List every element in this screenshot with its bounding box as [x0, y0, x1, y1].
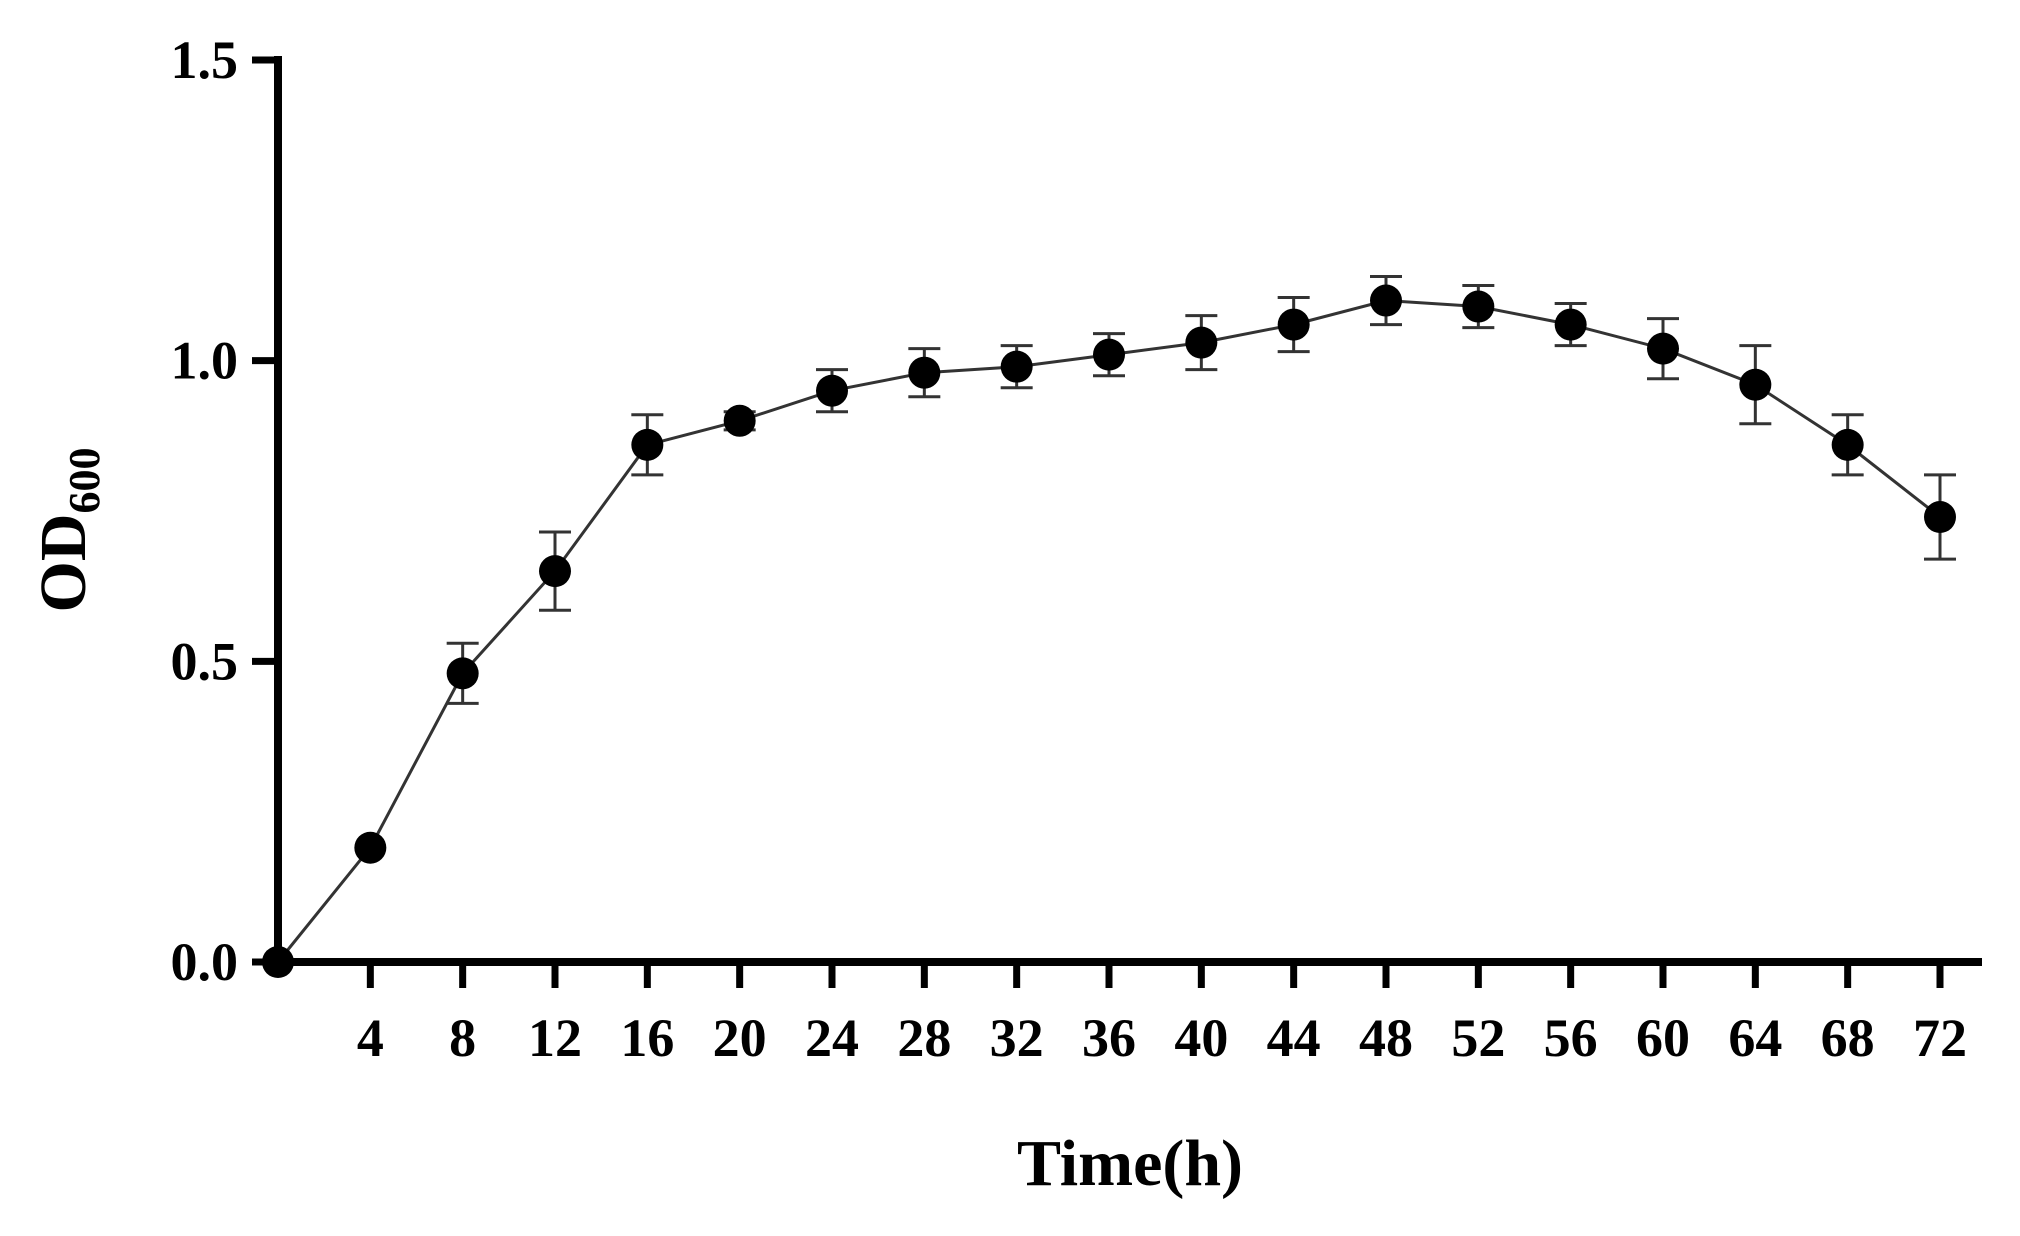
x-tick-label: 24: [805, 1008, 859, 1068]
data-point: [1831, 428, 1864, 461]
data-point: [354, 831, 387, 864]
y-axis-title: OD600: [27, 448, 109, 613]
x-tick-label: 40: [1174, 1008, 1228, 1068]
data-point: [1370, 284, 1402, 317]
axes: [274, 56, 1982, 966]
data-point: [723, 404, 756, 437]
x-tick-label: 8: [449, 1008, 476, 1068]
x-tick-label: 16: [620, 1008, 674, 1068]
data-point: [262, 946, 294, 978]
x-tick-label: 4: [357, 1008, 384, 1068]
x-ticks: 4 8 12 16 20 24 28 32 36 40 44 48 52 56 60 64 68 72: [357, 962, 1967, 1068]
data-points: [262, 284, 1956, 978]
x-tick-label: 28: [897, 1008, 951, 1068]
x-tick-label: 36: [1082, 1008, 1136, 1068]
y-tick-label: 0.5: [171, 631, 239, 691]
x-tick-label: 48: [1359, 1008, 1413, 1068]
y-tick-label: 1.0: [171, 331, 239, 391]
x-axis-title: Time(h): [1017, 1127, 1243, 1200]
x-tick-label: 20: [713, 1008, 767, 1068]
data-point: [1647, 332, 1679, 365]
data-point: [816, 374, 848, 407]
x-tick-label: 32: [990, 1008, 1044, 1068]
x-tick-label: 64: [1728, 1008, 1782, 1068]
data-point: [1093, 338, 1125, 371]
data-point: [1185, 326, 1218, 359]
x-tick-label: 56: [1544, 1008, 1598, 1068]
y-tick-label: 1.5: [171, 30, 239, 90]
data-point: [908, 356, 941, 389]
data-point: [631, 428, 664, 461]
x-tick-label: 44: [1267, 1008, 1321, 1068]
series-line: [276, 298, 1941, 963]
y-tick-label: 0.0: [171, 932, 239, 992]
x-tick-label: 12: [528, 1008, 582, 1068]
data-point: [1000, 350, 1033, 383]
data-point: [539, 555, 571, 588]
data-point: [1554, 308, 1587, 341]
x-tick-label: 72: [1913, 1008, 1967, 1068]
x-tick-label: 52: [1451, 1008, 1505, 1068]
x-tick-label: 60: [1636, 1008, 1690, 1068]
y-axis-title-sub: 600: [60, 448, 109, 514]
y-axis-title-main: OD: [27, 514, 100, 613]
data-point: [1739, 368, 1772, 401]
y-ticks: 0.0 0.5 1.0 1.5: [171, 30, 278, 992]
data-point: [1924, 501, 1956, 534]
data-point: [446, 657, 479, 690]
data-point: [1277, 308, 1310, 341]
data-point: [1462, 290, 1495, 323]
x-tick-label: 68: [1821, 1008, 1875, 1068]
